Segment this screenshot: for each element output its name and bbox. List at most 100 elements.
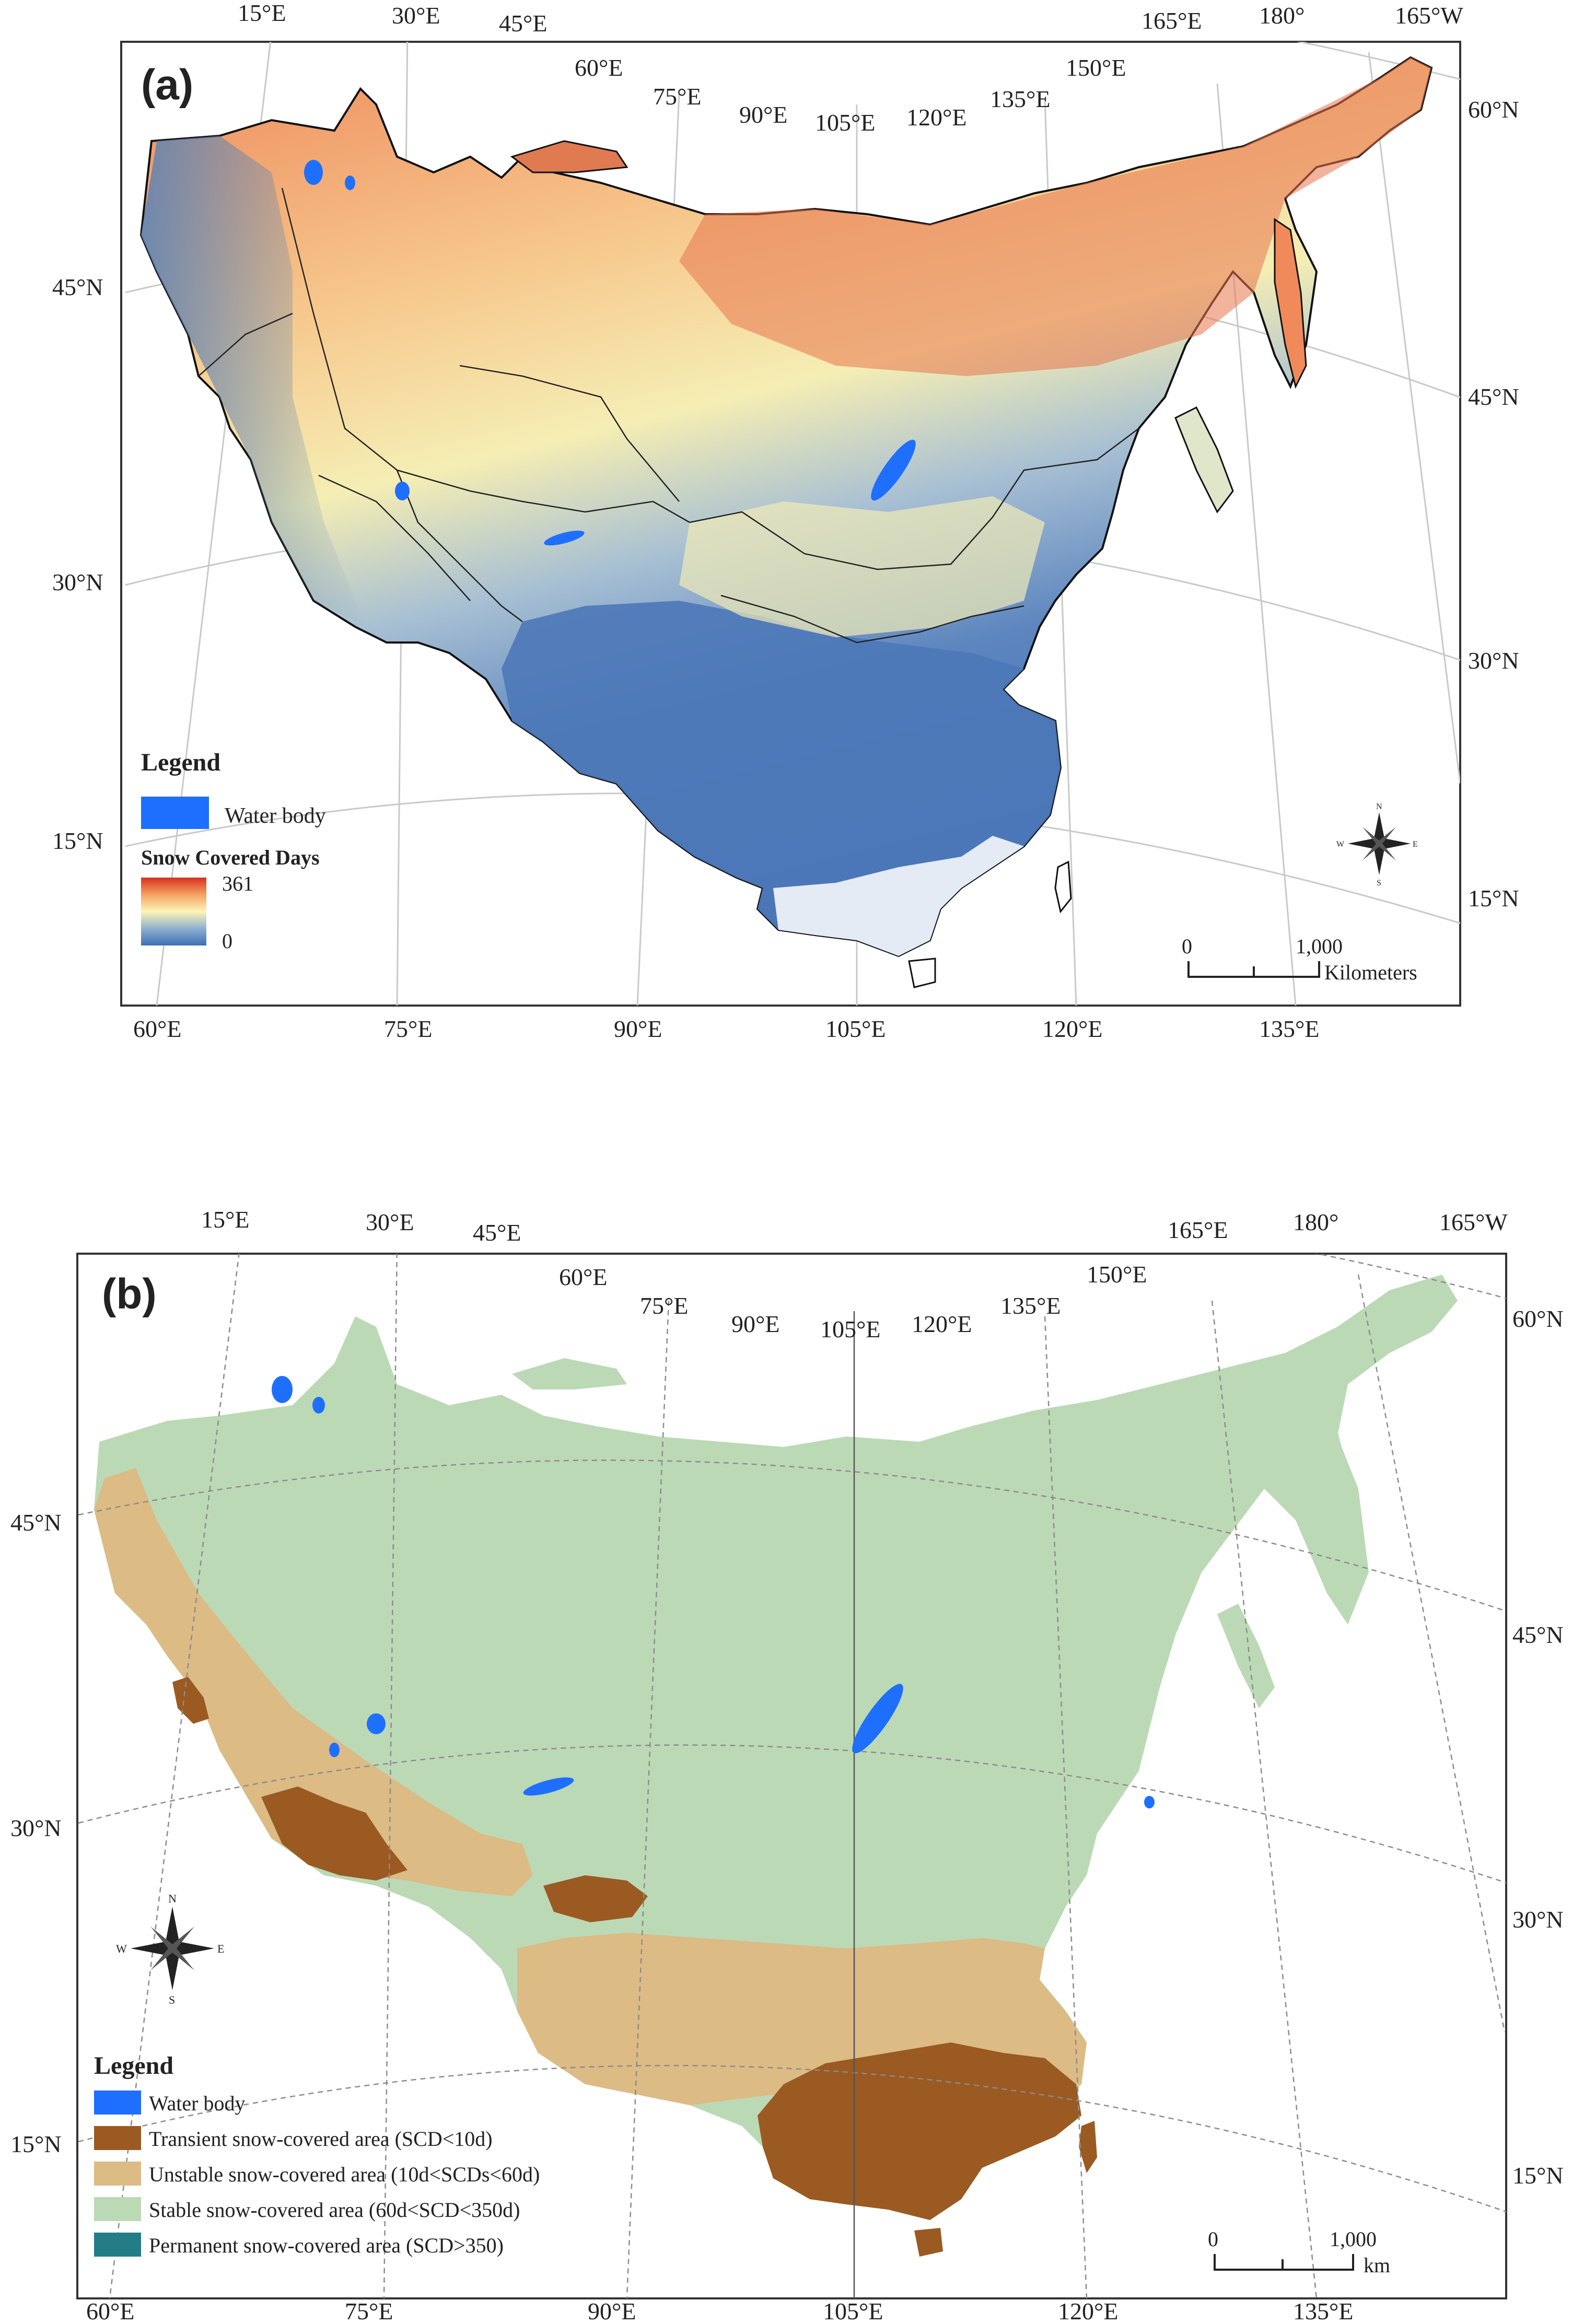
panel-a-lake-balkhash [544,530,585,546]
tick-label: 30°N [10,1815,62,1841]
panel-a-map: (a) 15°E 30°E 45°E 60°E 75°E 90°E 105°E … [52,0,1519,1042]
panel-b-taiwan [1079,2121,1097,2173]
tick-label: 120°E [1042,1015,1103,1042]
panel-b-graticule [78,1254,1506,2298]
tick-label: 150°E [1087,1261,1147,1288]
tick-label: 75°E [345,2298,393,2324]
tick-label: 165°E [1168,1217,1228,1243]
tick-label: 15°E [201,1206,250,1233]
tick-label: 60°E [133,1015,182,1042]
panel-a-south-fringe [773,836,1024,956]
tick-label: 90°E [588,2298,636,2324]
panel-a-aral-sea [395,482,410,500]
panel-a-legend: Legend Water body Snow Covered Days 361 … [141,749,326,953]
panel-b-water-bodies [272,1376,1155,1808]
panel-a-west-low-scd [141,136,366,627]
panel-a-water-bodies [304,160,916,546]
tick-label: 45°N [1468,383,1519,410]
legend-item-label: Unstable snow-covered area (10d<SCDs<60d… [149,2163,540,2186]
tick-label: 60°E [575,54,623,81]
panel-b-hainan [914,2228,943,2257]
panel-a-taiwan [1054,860,1072,914]
panel-b-lake-baikal [852,1684,903,1754]
tick-label: 120°E [906,104,967,131]
scale-unit: km [1364,2253,1390,2277]
legend-swatch [94,2233,141,2257]
tick-label: 30°N [52,569,103,595]
legend-title: Legend [141,749,220,776]
tick-label: 120°E [912,1311,972,1337]
panel-b-legend: Legend Water body Transient snow-covered… [94,2052,540,2257]
tick-label: 105°E [825,1015,886,1042]
tick-label: 135°E [990,86,1051,112]
legend-item-label: Transient snow-covered area (SCD<10d) [149,2127,493,2151]
panel-a-scale-bar: 0 1,000 Kilometers [1182,935,1417,984]
tick-label: 45°N [1512,1621,1564,1648]
tick-label: 135°E [1000,1292,1061,1319]
legend-water-swatch [141,797,209,829]
tick-label: 180° [1259,2,1305,29]
tick-label: 165°W [1395,2,1463,29]
legend-swatch [94,2162,141,2186]
panel-b-scale-bar: 0 1,000 km [1208,2227,1390,2277]
compass-n-label: N [168,1892,177,1905]
panel-b-top-ticks: 15°E 30°E 45°E 60°E 75°E 90°E 105°E 120°… [201,1206,1508,1342]
tick-label: 150°E [1066,54,1126,81]
compass-s-label: S [1377,879,1381,887]
legend-title: Legend [94,2052,173,2080]
scale-zero: 0 [1182,935,1192,958]
legend-swatch [94,2126,141,2150]
tick-label: 105°E [820,1316,881,1342]
legend-water-label: Water body [225,804,326,828]
tick-label: 30°N [1468,647,1519,674]
compass-s-label: S [169,1993,175,2006]
panel-b-transient-tarim [543,1875,648,1922]
tick-label: 165°W [1439,1209,1508,1235]
tick-label: 15°N [52,827,103,854]
tick-label: 45°E [473,1219,521,1246]
scale-unit: Kilometers [1324,961,1417,984]
tick-label: 30°N [1512,1906,1564,1933]
panel-b-stable-area [94,1275,1458,2220]
panel-a-bottom-ticks: 60°E 75°E 90°E 105°E 120°E 135°E [133,1015,1320,1042]
legend-item-label: Permanent snow-covered area (SCD>350) [149,2234,504,2257]
panel-a-compass-icon: N S E W [1336,802,1418,887]
legend-swatch [94,2197,141,2221]
tick-label: 45°N [10,1509,62,1536]
panel-b-novaya-zemlya [512,1358,627,1389]
panel-a-sakhalin [1274,218,1307,389]
compass-e-label: E [217,1942,224,1955]
tick-label: 60°E [86,2298,135,2324]
tick-label: 15°N [10,2131,62,2157]
legend-scd-min: 0 [222,929,232,953]
tick-label: 30°E [366,1209,414,1235]
panel-a-borders [198,188,1139,644]
panel-b-transient-caucasus [172,1677,209,1724]
panel-b-lake-balkhash [523,1777,574,1796]
panel-a-lake-ladoga [304,160,323,185]
legend-item-label: Water body [149,2092,246,2115]
panel-b-lake-ladoga [272,1376,293,1403]
panel-b-bottom-ticks: 60°E 75°E 90°E 105°E 120°E 135°E [86,2298,1354,2324]
tick-label: 75°E [640,1292,689,1319]
panel-b-left-ticks: 45°N 30°N 15°N [10,1509,62,2157]
panel-b-transient-south-china [758,2042,1081,2220]
panel-a-left-ticks: 45°N 30°N 15°N [52,274,103,854]
tick-label: 105°E [823,2298,883,2324]
legend-scd-max: 361 [222,872,253,895]
tick-label: 180° [1293,1209,1338,1235]
panel-b-japan-fragment [1217,1604,1275,1708]
panel-a-top-ticks: 15°E 30°E 45°E 60°E 75°E 90°E 105°E 120°… [238,0,1463,136]
scale-distance: 1,000 [1330,2227,1377,2251]
compass-e-label: E [1413,840,1418,849]
compass-n-label: N [1376,802,1382,811]
panel-b-map: (b) 15°E 30°E 45°E 60°E 75°E 90°E 105°E … [10,1206,1564,2324]
tick-label: 90°E [731,1311,780,1337]
panel-a-right-ticks: 60°N 45°N 30°N 15°N [1468,96,1519,912]
tick-label: 15°E [238,0,286,26]
tick-label: 60°E [559,1264,608,1290]
legend-scd-title: Snow Covered Days [141,846,320,869]
tick-label: 90°E [614,1015,662,1042]
panel-b-compass-icon: N S E W [116,1892,224,2006]
compass-w-label: W [116,1942,127,1955]
